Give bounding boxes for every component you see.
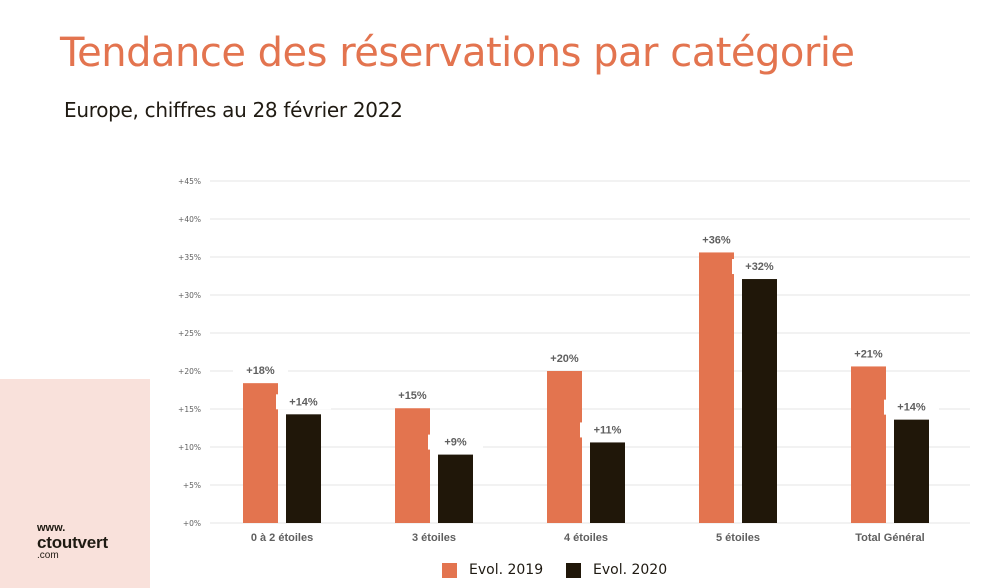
data-labels: +18% +14% +15% +9% +20% +11% +36% +32% +21% +14%: [233, 232, 939, 450]
bar-chart: +0% +5% +10% +15% +20% +25% +30% +35% +40% +45% +…: [178, 177, 970, 544]
data-label-bg: [276, 394, 331, 410]
bar-2020: [742, 279, 777, 523]
logo-panel: [0, 379, 150, 588]
legend-swatch-2020: [566, 562, 581, 578]
page-title: Tendance des réservations par catégorie: [60, 30, 855, 76]
y-axis-ticks: +0% +5% +10% +15% +20% +25% +30% +35% +40% +45%: [178, 177, 201, 528]
bar-2019: [699, 252, 734, 523]
data-label: +32%: [745, 261, 774, 273]
legend-swatch-2019: [442, 562, 457, 578]
bar-2019: [547, 371, 582, 523]
data-label-bg: [689, 232, 744, 248]
bar-2019: [395, 408, 430, 523]
x-tick-label: Total Général: [855, 532, 924, 544]
y-tick-label: +40%: [178, 215, 201, 224]
y-tick-label: +30%: [178, 291, 201, 300]
y-tick-label: +35%: [178, 253, 201, 262]
y-tick-label: +10%: [178, 443, 201, 452]
logo-line-www: www.: [37, 522, 66, 534]
logo-line-domain: .com: [37, 550, 59, 561]
x-tick-label: 3 étoiles: [412, 532, 456, 544]
y-tick-label: +25%: [178, 329, 201, 338]
data-label-bg: [428, 434, 483, 450]
bar-2020: [894, 419, 929, 523]
logo: www. ctoutvert .com: [37, 523, 108, 561]
y-tick-label: +20%: [178, 367, 201, 376]
y-tick-label: +45%: [178, 177, 201, 186]
x-tick-label: 5 étoiles: [716, 532, 760, 544]
bar-2020: [590, 442, 625, 523]
data-label: +9%: [444, 437, 467, 449]
page-subtitle: Europe, chiffres au 28 février 2022: [64, 98, 403, 122]
bar-2019: [243, 383, 278, 523]
data-label-bg: [385, 388, 440, 404]
legend-label-2020: Evol. 2020: [593, 562, 668, 578]
data-label: +18%: [246, 365, 275, 377]
legend-item-2020: Evol. 2020: [566, 562, 667, 578]
x-tick-label: 4 étoiles: [564, 532, 608, 544]
legend-label-2019: Evol. 2019: [469, 562, 544, 578]
data-label-bg: [732, 259, 787, 275]
data-label-bg: [884, 399, 939, 415]
x-axis-ticks: 0 à 2 étoiles 3 étoiles 4 étoiles 5 étoiles…: [251, 532, 925, 544]
data-label: +14%: [289, 396, 318, 408]
data-label-bg: [841, 346, 896, 362]
bars: [243, 252, 929, 523]
data-label-bg: [233, 363, 288, 379]
data-label: +20%: [550, 353, 579, 365]
data-label: +14%: [897, 402, 926, 414]
data-label-bg: [537, 351, 592, 366]
logo-line-brand: ctoutvert: [37, 533, 108, 552]
y-tick-label: +0%: [183, 519, 201, 528]
data-label: +11%: [594, 424, 622, 436]
y-tick-label: +5%: [183, 481, 201, 490]
data-label: +15%: [398, 390, 427, 402]
y-tick-label: +15%: [178, 405, 201, 414]
bar-2019: [851, 366, 886, 523]
bar-2020: [286, 414, 321, 523]
legend-item-2019: Evol. 2019: [442, 562, 543, 578]
x-tick-label: 0 à 2 étoiles: [251, 532, 313, 544]
data-label: +21%: [854, 348, 883, 360]
data-label: +36%: [702, 234, 731, 246]
data-label-bg: [580, 422, 635, 438]
bar-2020: [438, 454, 473, 523]
